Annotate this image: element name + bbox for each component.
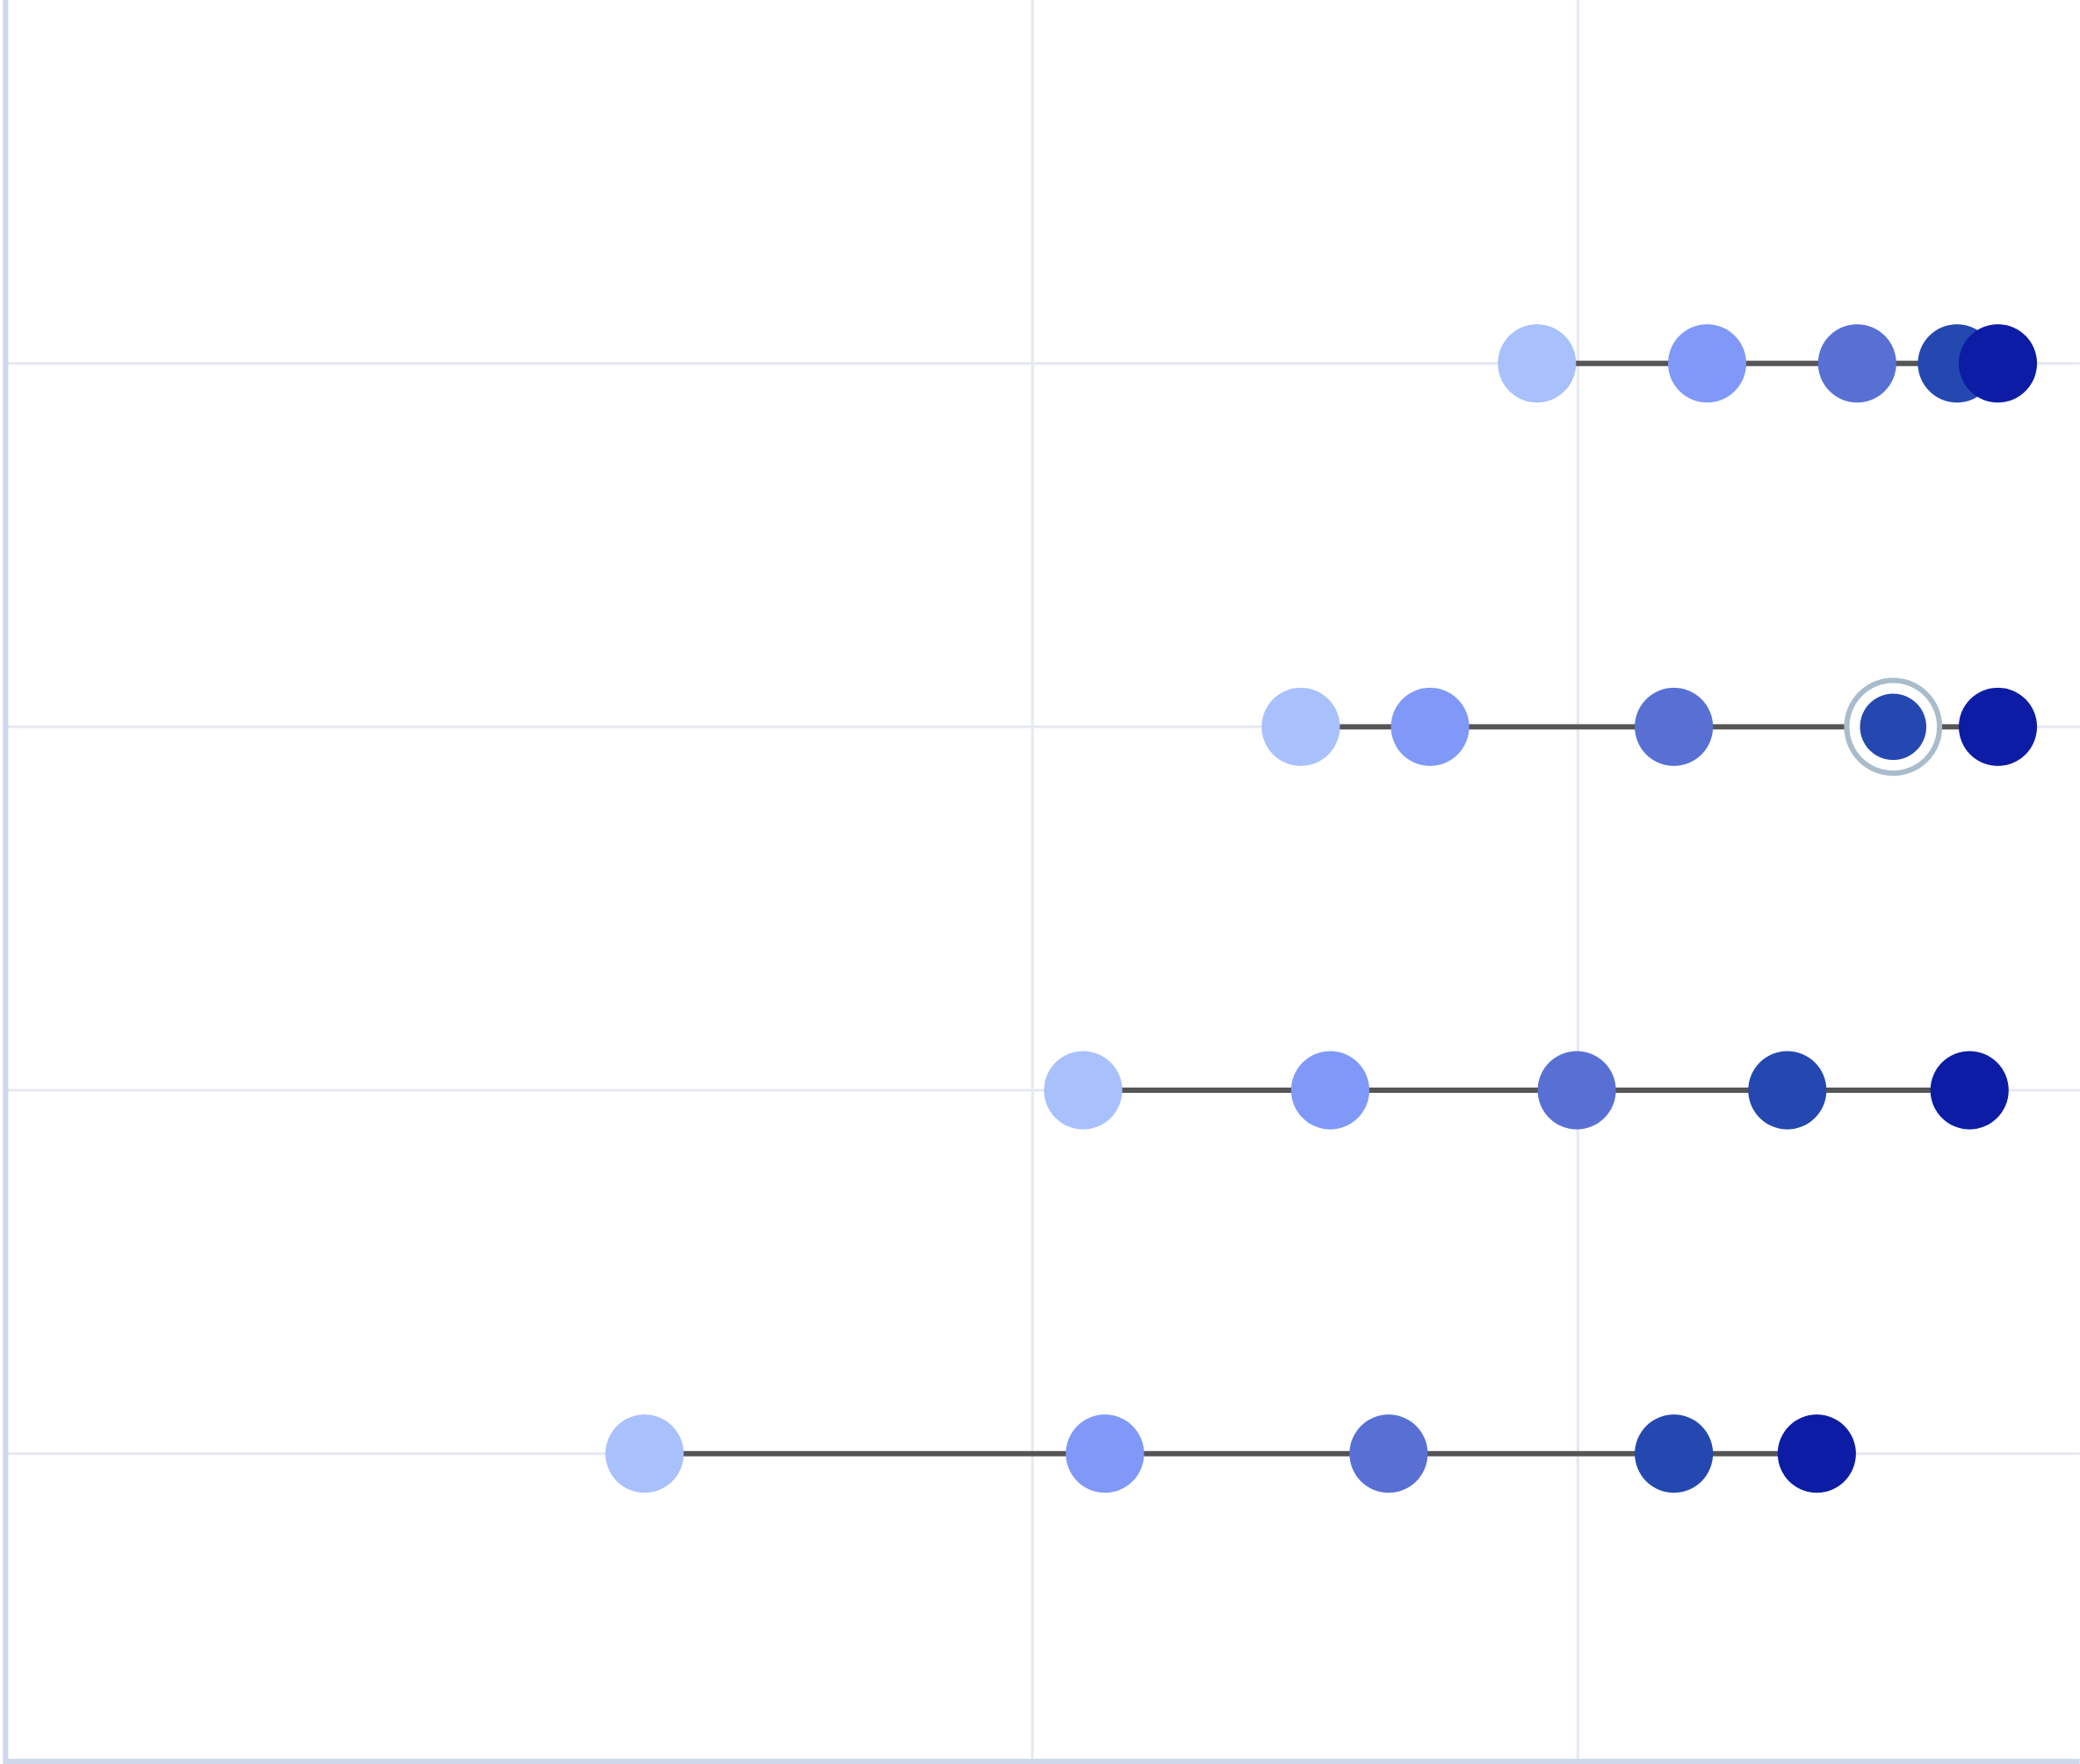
data-point	[1958, 687, 2038, 766]
data-point	[1667, 324, 1747, 403]
data-point	[1498, 324, 1577, 403]
data-row	[1261, 677, 2038, 777]
data-point	[1065, 1414, 1145, 1493]
data-point	[1817, 324, 1896, 403]
data-point	[1777, 1414, 1856, 1493]
data-point	[1635, 687, 1714, 766]
gridlines	[6, 0, 2080, 1760]
data-rows	[605, 324, 2038, 1493]
axes	[3, 0, 2080, 1764]
data-point	[1044, 1051, 1123, 1130]
data-point	[1261, 687, 1340, 766]
data-point	[1390, 687, 1470, 766]
data-row	[605, 1414, 1856, 1493]
data-point	[1290, 1051, 1369, 1130]
data-point	[1748, 1051, 1827, 1130]
data-point	[1635, 1414, 1714, 1493]
data-point	[605, 1414, 684, 1493]
data-point	[1349, 1414, 1428, 1493]
data-point	[1930, 1051, 2009, 1130]
data-row	[1044, 1051, 2009, 1130]
data-point	[1537, 1051, 1616, 1130]
data-point	[1958, 324, 2038, 403]
data-point	[1860, 693, 1927, 761]
data-row	[1498, 324, 2038, 403]
